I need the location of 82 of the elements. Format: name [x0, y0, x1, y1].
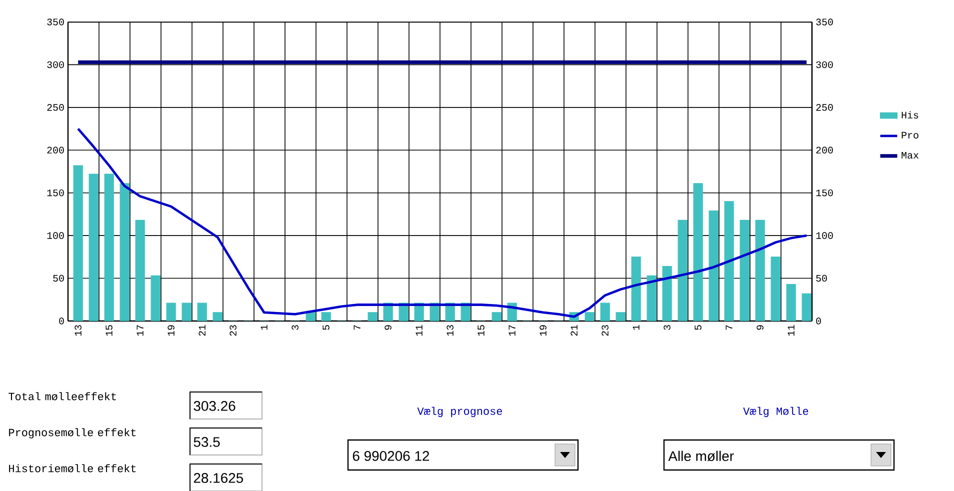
y-tick-label: 100 — [47, 232, 64, 239]
y2-tick-label: 0 — [816, 317, 821, 324]
bar — [708, 210, 718, 321]
y2-tick-label: 350 — [816, 18, 833, 26]
bar — [662, 266, 672, 321]
y-tick-label: 250 — [47, 104, 64, 111]
x-tick-label: 5 — [694, 324, 702, 330]
x-tick-label: 13 — [446, 324, 454, 336]
text: 6 990206 12 — [352, 450, 430, 461]
text: 303.26 — [194, 400, 236, 411]
bar — [197, 302, 207, 321]
bar — [135, 220, 145, 321]
text: Alle møller — [668, 450, 734, 461]
bar — [693, 182, 703, 321]
bar — [616, 312, 626, 321]
bar — [646, 275, 656, 321]
x-tick-label: 3 — [292, 324, 298, 330]
x-tick-label: 11 — [788, 324, 794, 336]
bar — [724, 200, 734, 321]
x-tick-label: 17 — [508, 325, 516, 336]
x-tick-label: 23 — [602, 324, 608, 336]
bar — [73, 164, 83, 321]
x-tick-label: 11 — [416, 324, 422, 336]
x-tick-label: 5 — [322, 324, 330, 330]
text: Vælg prognose — [417, 406, 502, 417]
y2-tick-label: 250 — [816, 104, 833, 111]
x-tick-label: 23 — [230, 324, 236, 336]
y-tick-label: 150 — [47, 189, 64, 196]
bar — [166, 302, 176, 321]
bar — [120, 182, 130, 321]
bar — [306, 312, 316, 321]
x-tick-label: 9 — [756, 324, 764, 330]
bar — [584, 312, 594, 321]
bar — [740, 220, 750, 321]
y2-tick-label: 100 — [816, 232, 833, 239]
y-tick-label: 50 — [53, 274, 64, 282]
bar — [104, 174, 114, 321]
y-tick-label: 0 — [59, 317, 64, 324]
y2-tick-label: 200 — [816, 146, 833, 154]
x-tick-label: 19 — [168, 324, 174, 336]
bar — [631, 256, 641, 321]
bar — [150, 275, 160, 321]
x-tick-label: 13 — [74, 324, 82, 336]
x-tick-label: 7 — [354, 325, 360, 330]
x-tick-label: 3 — [664, 324, 670, 330]
text: 53.5 — [194, 436, 220, 447]
text: 28.1625 — [194, 472, 244, 483]
legend-label: Pro — [902, 132, 918, 138]
bar — [492, 312, 502, 321]
bar — [88, 174, 98, 321]
bar — [182, 302, 192, 321]
x-tick-label: 21 — [570, 324, 578, 336]
legend-label: His — [902, 110, 918, 118]
y-tick-label: 350 — [47, 18, 64, 26]
x-tick-label: 21 — [198, 324, 206, 336]
bar — [321, 312, 331, 321]
bar — [755, 220, 765, 321]
legend-label: Max — [902, 152, 919, 158]
x-tick-label: 7 — [726, 325, 732, 330]
y-tick-label: 300 — [47, 61, 64, 68]
y-tick-label: 200 — [47, 146, 64, 154]
x-tick-label: 1 — [260, 324, 268, 330]
x-tick-label: 1 — [632, 324, 640, 330]
bar — [786, 284, 796, 321]
bar — [368, 312, 378, 321]
x-tick-label: 15 — [478, 324, 484, 336]
text: Vælg Mølle — [743, 406, 808, 417]
bar — [678, 220, 688, 321]
bar — [802, 293, 812, 321]
bar — [600, 302, 610, 321]
x-tick-label: 17 — [136, 325, 144, 336]
x-tick-label: 9 — [384, 324, 392, 330]
bar — [212, 312, 222, 321]
x-tick-label: 15 — [106, 324, 112, 336]
y2-tick-label: 300 — [816, 61, 833, 68]
bar — [770, 256, 780, 321]
y2-tick-label: 150 — [816, 189, 833, 196]
text: Historiemølle effekt — [9, 464, 136, 472]
x-tick-label: 19 — [540, 324, 546, 336]
text: Prognosemølle effekt — [9, 428, 136, 438]
y2-tick-label: 50 — [816, 274, 827, 282]
text: Total mølleeffekt — [8, 392, 116, 400]
